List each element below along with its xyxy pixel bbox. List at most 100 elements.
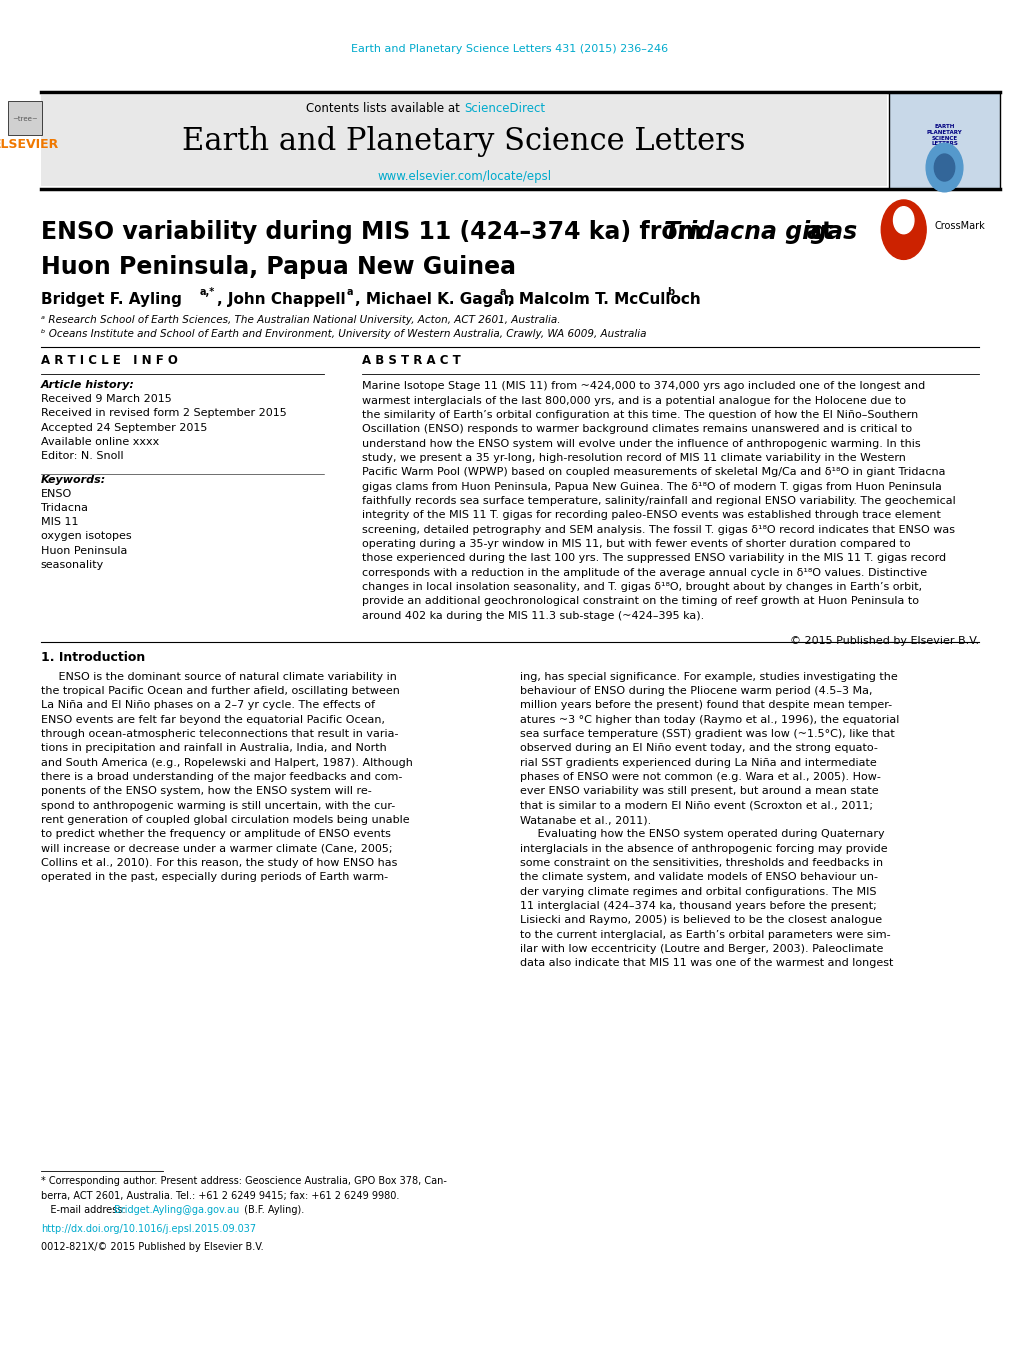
Text: Oscillation (ENSO) responds to warmer background climates remains unanswered and: Oscillation (ENSO) responds to warmer ba…: [362, 424, 911, 435]
Text: Accepted 24 September 2015: Accepted 24 September 2015: [41, 423, 207, 432]
Text: Received 9 March 2015: Received 9 March 2015: [41, 394, 171, 404]
Text: Keywords:: Keywords:: [41, 474, 106, 485]
Text: ENSO variability during MIS 11 (424–374 ka) from: ENSO variability during MIS 11 (424–374 …: [41, 220, 709, 245]
Text: 1. Introduction: 1. Introduction: [41, 651, 145, 665]
Text: those experienced during the last 100 yrs. The suppressed ENSO variability in th: those experienced during the last 100 yr…: [362, 553, 946, 563]
Text: understand how the ENSO system will evolve under the influence of anthropogenic : understand how the ENSO system will evol…: [362, 439, 920, 449]
Text: a: a: [499, 286, 505, 297]
Text: the similarity of Earth’s orbital configuration at this time. The question of ho: the similarity of Earth’s orbital config…: [362, 409, 917, 420]
Text: to the current interglacial, as Earth’s orbital parameters were sim-: to the current interglacial, as Earth’s …: [520, 929, 890, 940]
Text: study, we present a 35 yr-long, high-resolution record of MIS 11 climate variabi: study, we present a 35 yr-long, high-res…: [362, 453, 905, 463]
Text: Earth and Planetary Science Letters 431 (2015) 236–246: Earth and Planetary Science Letters 431 …: [352, 43, 667, 54]
Text: Huon Peninsula: Huon Peninsula: [41, 546, 127, 555]
FancyBboxPatch shape: [41, 95, 887, 186]
Text: integrity of the MIS 11 T. gigas for recording paleo-ENSO events was established: integrity of the MIS 11 T. gigas for rec…: [362, 511, 941, 520]
Text: Tridacna gigas: Tridacna gigas: [662, 220, 856, 245]
Text: berra, ACT 2601, Australia. Tel.: +61 2 6249 9415; fax: +61 2 6249 9980.: berra, ACT 2601, Australia. Tel.: +61 2 …: [41, 1190, 398, 1201]
Text: 11 interglacial (424–374 ka, thousand years before the present;: 11 interglacial (424–374 ka, thousand ye…: [520, 901, 876, 911]
Text: Evaluating how the ENSO system operated during Quaternary: Evaluating how the ENSO system operated …: [520, 830, 883, 839]
Text: spond to anthropogenic warming is still uncertain, with the cur-: spond to anthropogenic warming is still …: [41, 801, 394, 811]
Text: ScienceDirect: ScienceDirect: [464, 101, 545, 115]
Text: rial SST gradients experienced during La Niña and intermediate: rial SST gradients experienced during La…: [520, 758, 876, 767]
Circle shape: [925, 143, 962, 192]
Text: interglacials in the absence of anthropogenic forcing may provide: interglacials in the absence of anthropo…: [520, 843, 887, 854]
Text: Huon Peninsula, Papua New Guinea: Huon Peninsula, Papua New Guinea: [41, 255, 516, 280]
Text: at: at: [797, 220, 833, 245]
Text: the climate system, and validate models of ENSO behaviour un-: the climate system, and validate models …: [520, 873, 877, 882]
Text: ever ENSO variability was still present, but around a mean state: ever ENSO variability was still present,…: [520, 786, 878, 797]
Text: changes in local insolation seasonality, and T. gigas δ¹⁸O, brought about by cha: changes in local insolation seasonality,…: [362, 582, 921, 592]
Text: , Michael K. Gagan: , Michael K. Gagan: [355, 292, 514, 308]
Text: sea surface temperature (SST) gradient was low (~1.5°C), like that: sea surface temperature (SST) gradient w…: [520, 730, 894, 739]
Circle shape: [880, 200, 925, 259]
Text: Earth and Planetary Science Letters: Earth and Planetary Science Letters: [182, 127, 745, 157]
Text: Tridacna: Tridacna: [41, 503, 88, 513]
Text: b: b: [666, 286, 674, 297]
FancyBboxPatch shape: [8, 101, 42, 135]
Text: EARTH
PLANETARY
SCIENCE
LETTERS: EARTH PLANETARY SCIENCE LETTERS: [925, 124, 962, 146]
Text: (B.F. Ayling).: (B.F. Ayling).: [240, 1205, 304, 1216]
Text: ing, has special significance. For example, studies investigating the: ing, has special significance. For examp…: [520, 671, 897, 682]
Text: that is similar to a modern El Niño event (Scroxton et al., 2011;: that is similar to a modern El Niño even…: [520, 801, 872, 811]
Text: tions in precipitation and rainfall in Australia, India, and North: tions in precipitation and rainfall in A…: [41, 743, 386, 754]
Text: data also indicate that MIS 11 was one of the warmest and longest: data also indicate that MIS 11 was one o…: [520, 958, 893, 969]
Text: * Corresponding author. Present address: Geoscience Australia, GPO Box 378, Can-: * Corresponding author. Present address:…: [41, 1175, 446, 1186]
Text: gigas clams from Huon Peninsula, Papua New Guinea. The δ¹⁸O of modern T. gigas f: gigas clams from Huon Peninsula, Papua N…: [362, 481, 942, 492]
Text: a,*: a,*: [200, 286, 215, 297]
Text: A R T I C L E   I N F O: A R T I C L E I N F O: [41, 354, 177, 367]
Text: Bridget F. Ayling: Bridget F. Ayling: [41, 292, 181, 308]
Text: , John Chappell: , John Chappell: [217, 292, 345, 308]
Text: a: a: [346, 286, 353, 297]
FancyBboxPatch shape: [889, 92, 999, 189]
Text: La Niña and El Niño phases on a 2–7 yr cycle. The effects of: La Niña and El Niño phases on a 2–7 yr c…: [41, 700, 374, 711]
Text: provide an additional geochronological constraint on the timing of reef growth a: provide an additional geochronological c…: [362, 596, 918, 607]
Text: and South America (e.g., Ropelewski and Halpert, 1987). Although: and South America (e.g., Ropelewski and …: [41, 758, 413, 767]
Text: behaviour of ENSO during the Pliocene warm period (4.5–3 Ma,: behaviour of ENSO during the Pliocene wa…: [520, 686, 872, 696]
Text: Collins et al., 2010). For this reason, the study of how ENSO has: Collins et al., 2010). For this reason, …: [41, 858, 396, 869]
Text: around 402 ka during the MIS 11.3 sub-stage (~424–395 ka).: around 402 ka during the MIS 11.3 sub-st…: [362, 611, 704, 620]
Text: ENSO is the dominant source of natural climate variability in: ENSO is the dominant source of natural c…: [41, 671, 396, 682]
Text: corresponds with a reduction in the amplitude of the average annual cycle in δ¹⁸: corresponds with a reduction in the ampl…: [362, 567, 926, 578]
Circle shape: [933, 154, 954, 181]
Text: Marine Isotope Stage 11 (MIS 11) from ~424,000 to 374,000 yrs ago included one o: Marine Isotope Stage 11 (MIS 11) from ~4…: [362, 381, 924, 392]
Text: Contents lists available at: Contents lists available at: [306, 101, 464, 115]
Text: ENSO events are felt far beyond the equatorial Pacific Ocean,: ENSO events are felt far beyond the equa…: [41, 715, 384, 725]
Text: operating during a 35-yr window in MIS 11, but with fewer events of shorter dura: operating during a 35-yr window in MIS 1…: [362, 539, 910, 549]
Text: http://dx.doi.org/10.1016/j.epsl.2015.09.037: http://dx.doi.org/10.1016/j.epsl.2015.09…: [41, 1224, 256, 1235]
Text: ~tree~: ~tree~: [12, 116, 39, 122]
Text: screening, detailed petrography and SEM analysis. The fossil T. gigas δ¹⁸O recor: screening, detailed petrography and SEM …: [362, 524, 954, 535]
Text: 0012-821X/© 2015 Published by Elsevier B.V.: 0012-821X/© 2015 Published by Elsevier B…: [41, 1242, 263, 1252]
Text: Bridget.Ayling@ga.gov.au: Bridget.Ayling@ga.gov.au: [114, 1205, 239, 1216]
Text: will increase or decrease under a warmer climate (Cane, 2005;: will increase or decrease under a warmer…: [41, 843, 392, 854]
Text: observed during an El Niño event today, and the strong equato-: observed during an El Niño event today, …: [520, 743, 877, 754]
Text: rent generation of coupled global circulation models being unable: rent generation of coupled global circul…: [41, 815, 409, 825]
Text: © 2015 Published by Elsevier B.V.: © 2015 Published by Elsevier B.V.: [790, 635, 978, 646]
Text: ᵇ Oceans Institute and School of Earth and Environment, University of Western Au: ᵇ Oceans Institute and School of Earth a…: [41, 328, 646, 339]
Text: der varying climate regimes and orbital configurations. The MIS: der varying climate regimes and orbital …: [520, 886, 876, 897]
Text: E-mail address:: E-mail address:: [41, 1205, 128, 1216]
Text: ᵃ Research School of Earth Sciences, The Australian National University, Acton, : ᵃ Research School of Earth Sciences, The…: [41, 315, 559, 326]
Text: warmest interglacials of the last 800,000 yrs, and is a potential analogue for t: warmest interglacials of the last 800,00…: [362, 396, 905, 405]
Text: A B S T R A C T: A B S T R A C T: [362, 354, 461, 367]
Text: the tropical Pacific Ocean and further afield, oscillating between: the tropical Pacific Ocean and further a…: [41, 686, 399, 696]
Text: some constraint on the sensitivities, thresholds and feedbacks in: some constraint on the sensitivities, th…: [520, 858, 882, 869]
Text: Article history:: Article history:: [41, 380, 135, 390]
Text: operated in the past, especially during periods of Earth warm-: operated in the past, especially during …: [41, 873, 387, 882]
Text: ELSEVIER: ELSEVIER: [0, 138, 58, 151]
Text: CrossMark: CrossMark: [933, 220, 984, 231]
Text: oxygen isotopes: oxygen isotopes: [41, 531, 131, 542]
Text: MIS 11: MIS 11: [41, 517, 78, 527]
Text: there is a broad understanding of the major feedbacks and com-: there is a broad understanding of the ma…: [41, 771, 401, 782]
Text: Editor: N. Snoll: Editor: N. Snoll: [41, 451, 123, 461]
Text: seasonality: seasonality: [41, 559, 104, 570]
Text: through ocean-atmospheric teleconnections that result in varia-: through ocean-atmospheric teleconnection…: [41, 730, 397, 739]
Text: atures ~3 °C higher than today (Raymo et al., 1996), the equatorial: atures ~3 °C higher than today (Raymo et…: [520, 715, 899, 725]
Text: ENSO: ENSO: [41, 489, 72, 499]
Text: Lisiecki and Raymo, 2005) is believed to be the closest analogue: Lisiecki and Raymo, 2005) is believed to…: [520, 915, 881, 925]
Text: ponents of the ENSO system, how the ENSO system will re-: ponents of the ENSO system, how the ENSO…: [41, 786, 371, 797]
Text: faithfully records sea surface temperature, salinity/rainfall and regional ENSO : faithfully records sea surface temperatu…: [362, 496, 955, 507]
Circle shape: [893, 207, 913, 234]
Text: phases of ENSO were not common (e.g. Wara et al., 2005). How-: phases of ENSO were not common (e.g. War…: [520, 771, 880, 782]
Text: ilar with low eccentricity (Loutre and Berger, 2003). Paleoclimate: ilar with low eccentricity (Loutre and B…: [520, 944, 882, 954]
Text: million years before the present) found that despite mean temper-: million years before the present) found …: [520, 700, 892, 711]
